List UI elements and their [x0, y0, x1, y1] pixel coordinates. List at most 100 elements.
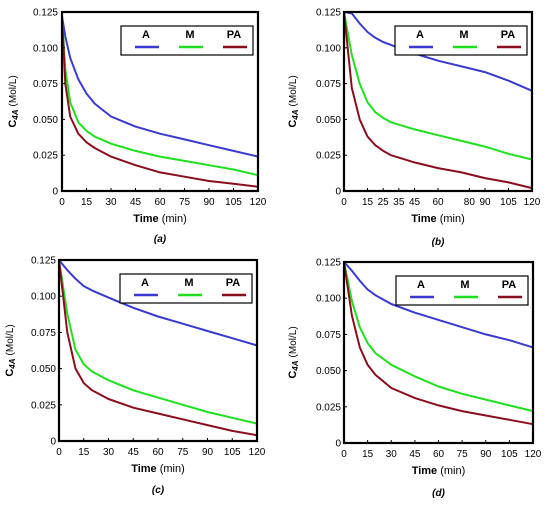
- y-tick-label: 0.125: [31, 256, 56, 267]
- panel-caption: (b): [432, 237, 445, 248]
- x-tick-label: 0: [56, 447, 62, 458]
- x-tick-label: 75: [179, 197, 191, 208]
- x-tick-label: 15: [362, 197, 374, 208]
- x-tick-label: 45: [409, 449, 421, 460]
- y-axis-label: C4A(Mol/L): [287, 75, 300, 127]
- legend-label-a: A: [142, 29, 150, 41]
- x-tick-label: 25: [378, 197, 390, 208]
- legend-label-pa: PA: [227, 29, 242, 41]
- x-tick-label: 120: [250, 197, 267, 208]
- y-tick-label: 0.100: [33, 43, 58, 54]
- legend-label-a: A: [416, 29, 424, 41]
- legend-box: [119, 273, 253, 304]
- panel-caption: (c): [152, 485, 165, 496]
- x-tick-label: 75: [177, 447, 189, 458]
- legend: A M PA: [394, 25, 528, 56]
- y-tick-label: 0: [52, 187, 58, 198]
- x-tick-label: 120: [524, 197, 541, 208]
- series-line-m: [58, 259, 258, 425]
- y-tick-label: 0: [50, 437, 56, 448]
- x-tick-label: 90: [203, 197, 215, 208]
- y-tick-label: 0.100: [31, 292, 56, 303]
- y-tick-label: 0.025: [316, 402, 341, 413]
- legend: A M PA: [395, 275, 529, 306]
- x-tick-label: 35: [393, 197, 405, 208]
- y-tick-label: 0.025: [31, 400, 56, 411]
- x-tick-label: 30: [103, 447, 115, 458]
- x-tick-label: 45: [130, 197, 142, 208]
- x-tick-label: 120: [525, 449, 542, 460]
- x-tick-label: 90: [202, 447, 214, 458]
- legend-label-a: A: [417, 279, 425, 291]
- legend-label-pa: PA: [502, 279, 517, 291]
- y-axis-label: C4A(Mol/L): [287, 326, 300, 378]
- legend-label-pa: PA: [501, 29, 516, 41]
- panel-3: 0 0.025 0.050 0.075 0.100 0.125 0 15 30 45 60 75 90 1…: [4, 256, 266, 497]
- x-tick-label: 15: [81, 197, 93, 208]
- series-line-m: [343, 261, 534, 413]
- x-tick-label: 0: [59, 197, 65, 208]
- y-tick-label: 0.075: [316, 79, 341, 90]
- x-tick-label: 105: [225, 197, 242, 208]
- y-tick-label: 0.100: [316, 294, 341, 305]
- y-tick-label: 0: [335, 187, 341, 198]
- x-tick-label: 60: [432, 197, 444, 208]
- x-tick-label: 75: [457, 449, 469, 460]
- panel-caption: (a): [154, 234, 167, 245]
- y-tick-label: 0.075: [316, 330, 341, 341]
- y-tick-label: 0.125: [316, 258, 341, 269]
- x-tick-label: 105: [500, 197, 517, 208]
- x-tick-label: 30: [386, 449, 398, 460]
- y-tick-label: 0.025: [316, 151, 341, 162]
- legend-label-m: M: [184, 277, 193, 289]
- panel-1: 0 0.025 0.050 0.075 0.100 0.125 0 15 30 45 60 75 90 1…: [7, 8, 267, 246]
- y-tick-label: 0.050: [316, 366, 341, 377]
- legend-box: [394, 25, 528, 56]
- series-line-pa: [58, 259, 258, 437]
- x-tick-label: 80: [464, 197, 476, 208]
- y-tick-label: 0.050: [316, 115, 341, 126]
- x-tick-label: 90: [480, 449, 492, 460]
- legend: A M PA: [120, 25, 254, 56]
- y-tick-label: 0.025: [33, 151, 58, 162]
- legend-label-m: M: [459, 29, 468, 41]
- x-tick-label: 120: [249, 447, 266, 458]
- x-tick-label: 45: [409, 197, 421, 208]
- legend-label-m: M: [460, 279, 469, 291]
- series-line-m: [343, 11, 533, 161]
- y-axis-label: C4A(Mol/L): [4, 324, 17, 376]
- x-tick-label: 15: [362, 449, 374, 460]
- x-tick-label: 60: [154, 197, 166, 208]
- x-tick-label: 0: [341, 449, 347, 460]
- legend-box: [395, 275, 529, 306]
- x-tick-label: 105: [224, 447, 241, 458]
- y-tick-label: 0.075: [33, 79, 58, 90]
- series-line-a: [343, 261, 534, 349]
- series-line-a: [343, 11, 533, 92]
- y-tick-label: 0: [335, 439, 341, 450]
- x-tick-label: 60: [433, 449, 445, 460]
- panel-caption: (d): [432, 488, 445, 499]
- x-tick-label: 30: [105, 197, 117, 208]
- y-axis-label: C4A(Mol/L): [7, 75, 20, 127]
- x-tick-label: 60: [152, 447, 164, 458]
- x-axis-label: Time (min): [133, 213, 187, 225]
- x-tick-label: 90: [479, 197, 491, 208]
- series-line-m: [61, 16, 259, 177]
- legend-label-pa: PA: [226, 277, 241, 289]
- series-line-pa: [61, 16, 259, 188]
- x-axis-label: Time (min): [131, 463, 185, 475]
- x-tick-label: 45: [128, 447, 140, 458]
- y-tick-label: 0.125: [33, 8, 58, 19]
- x-tick-label: 15: [78, 447, 90, 458]
- series-line-pa: [343, 261, 534, 426]
- series-line-pa: [343, 11, 533, 190]
- series-line-a: [61, 16, 259, 158]
- y-tick-label: 0.100: [316, 43, 341, 54]
- y-tick-label: 0.050: [31, 364, 56, 375]
- panel-2: 0 0.025 0.050 0.075 0.100 0.125 0 15 25 35 45 60 80 9…: [287, 8, 541, 249]
- y-tick-label: 0.125: [316, 8, 341, 19]
- legend-label-m: M: [185, 29, 194, 41]
- legend-label-a: A: [141, 277, 149, 289]
